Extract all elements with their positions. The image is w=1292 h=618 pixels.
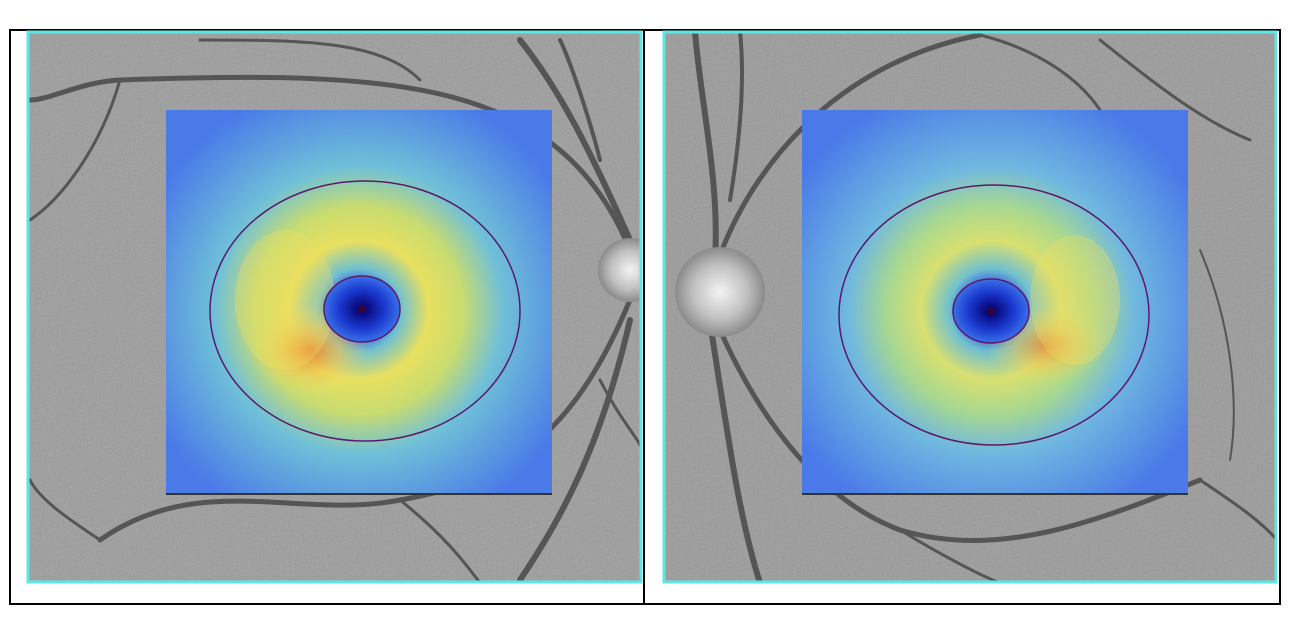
outer-ring-contour [838,184,1150,446]
inner-ring-contour [952,278,1030,344]
figure-frame [9,29,1281,605]
retinal-vessels [27,37,642,583]
panel-right-thickness-map [802,110,1188,495]
panel-divider [643,29,645,603]
optic-disc [598,238,642,302]
panel-left-border [26,30,643,584]
inner-ring-contour [323,275,401,343]
panel-left-thickness-map [166,110,552,495]
panel-right-border [662,30,1278,584]
optic-disc [675,247,765,337]
outer-ring-contour [209,180,521,442]
